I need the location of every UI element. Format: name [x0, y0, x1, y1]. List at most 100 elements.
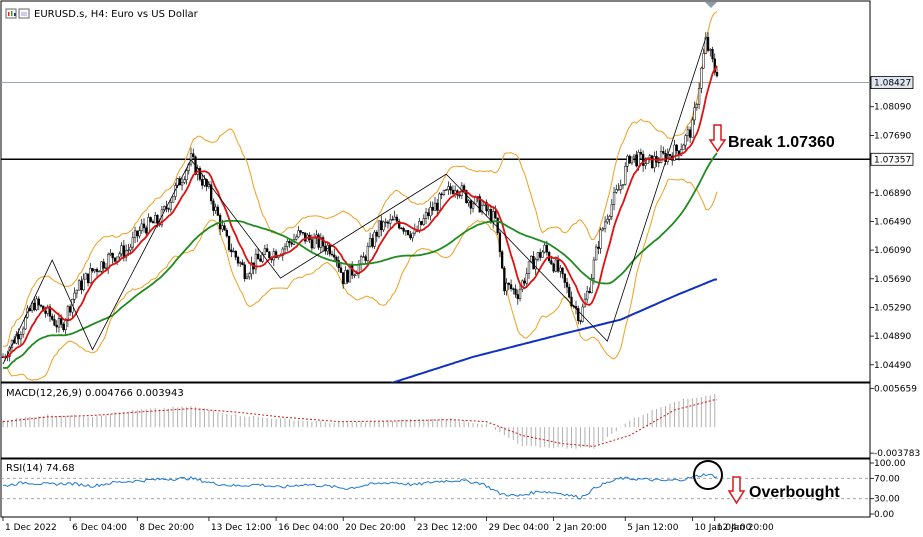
- candle-body: [688, 129, 692, 138]
- price-layer: [1, 2, 870, 387]
- candle-body: [180, 182, 184, 186]
- candle-body: [129, 246, 132, 251]
- overbought-arrow-icon: [727, 476, 746, 505]
- candle-body: [391, 219, 394, 221]
- candle-body: [310, 239, 314, 249]
- candle-body: [597, 246, 600, 249]
- candle-body: [641, 153, 645, 166]
- candle-body: [532, 255, 535, 270]
- candle-body: [319, 237, 322, 248]
- candle-body: [659, 151, 663, 163]
- candle-body: [109, 252, 112, 255]
- candle-body: [550, 260, 553, 265]
- candle-body: [342, 272, 345, 285]
- candle-body: [254, 253, 258, 270]
- candle-body: [648, 155, 652, 159]
- rsi-tick-label: 30.00: [874, 495, 900, 505]
- candle-body: [552, 263, 555, 272]
- candle-body: [373, 231, 376, 247]
- candle-body: [250, 262, 253, 275]
- candle-body: [232, 250, 235, 253]
- candle-body: [113, 257, 117, 262]
- candle-body: [15, 334, 18, 344]
- rsi-tick-label: 100.00: [874, 459, 906, 469]
- candle-body: [563, 273, 566, 283]
- candle-body: [590, 278, 593, 293]
- candle-body: [53, 319, 56, 326]
- candle-body: [142, 223, 146, 229]
- candle-body: [447, 186, 450, 190]
- candle-body: [210, 184, 213, 202]
- candle-body: [37, 298, 40, 306]
- candle-body: [657, 161, 660, 164]
- candle-body: [478, 196, 481, 213]
- candle-body: [527, 261, 531, 275]
- candle-body: [207, 184, 211, 187]
- candle-body: [465, 190, 468, 204]
- candle-body: [171, 196, 175, 203]
- candle-body: [89, 268, 92, 284]
- macd-tick-label: 0.005659: [874, 384, 917, 394]
- candle-body: [281, 248, 284, 256]
- candle-body: [505, 282, 508, 292]
- candle-body: [102, 261, 105, 269]
- candle-body: [116, 256, 119, 262]
- candle-body: [518, 288, 522, 299]
- candle-body: [151, 221, 155, 224]
- candle-body: [265, 248, 269, 253]
- x-axis: 1 Dec 2022 6 Dec 04:00 8 Dec 20:00 13 Dec 1…: [2, 517, 774, 533]
- candle-body: [263, 248, 267, 255]
- candle-body: [662, 151, 665, 154]
- candle-body: [715, 72, 719, 77]
- bollinger-upper-line: [2, 11, 718, 347]
- candle-body: [57, 318, 61, 328]
- candle-body: [624, 166, 627, 185]
- candle-body: [514, 288, 517, 295]
- candle-body: [606, 218, 609, 223]
- candle-body: [239, 262, 242, 264]
- candle-body: [122, 245, 126, 258]
- candle-body: [283, 246, 287, 250]
- candle-body: [693, 107, 696, 121]
- candle-body: [230, 249, 233, 253]
- candle-body: [485, 201, 488, 212]
- candle-body: [84, 273, 87, 280]
- candle-body: [227, 235, 231, 251]
- candle-body: [445, 189, 448, 191]
- candle-body: [577, 308, 580, 322]
- candle-body: [39, 304, 43, 307]
- candle-body: [706, 36, 710, 51]
- price-tick-label: 1.05690: [874, 275, 911, 285]
- price-chart-title: EURUSD.s, H4: Euro vs US Dollar: [34, 9, 199, 20]
- price-tick-label: 1.07357: [874, 155, 911, 165]
- candle-body: [169, 201, 173, 210]
- candle-body: [395, 216, 399, 222]
- candle-body: [503, 267, 506, 292]
- overbought-circle-marker: [693, 460, 723, 490]
- candle-body: [241, 262, 244, 266]
- candle-body: [368, 238, 372, 247]
- x-tick-label: 12 Jan 20:00: [717, 523, 774, 533]
- candle-body: [131, 237, 134, 248]
- candle-body: [469, 200, 472, 209]
- rsi-panel: [0, 458, 871, 518]
- candle-body: [673, 144, 676, 161]
- candle-body: [80, 280, 83, 291]
- candle-body: [375, 231, 378, 237]
- candle-body: [411, 232, 414, 239]
- candle-body: [185, 170, 188, 181]
- candle-body: [579, 320, 582, 322]
- candle-body: [612, 192, 616, 205]
- candle-body: [189, 153, 193, 165]
- candle-body: [167, 208, 170, 210]
- x-tick-label: 10 Jan 04:00: [694, 523, 751, 533]
- candle-body: [389, 219, 392, 224]
- candle-body: [366, 245, 369, 261]
- candle-body: [615, 189, 618, 193]
- candle-body: [487, 209, 490, 212]
- candle-body: [248, 273, 251, 278]
- candle-body: [91, 268, 94, 272]
- macd-signal-line: [2, 399, 717, 447]
- rsi-line: [2, 473, 718, 500]
